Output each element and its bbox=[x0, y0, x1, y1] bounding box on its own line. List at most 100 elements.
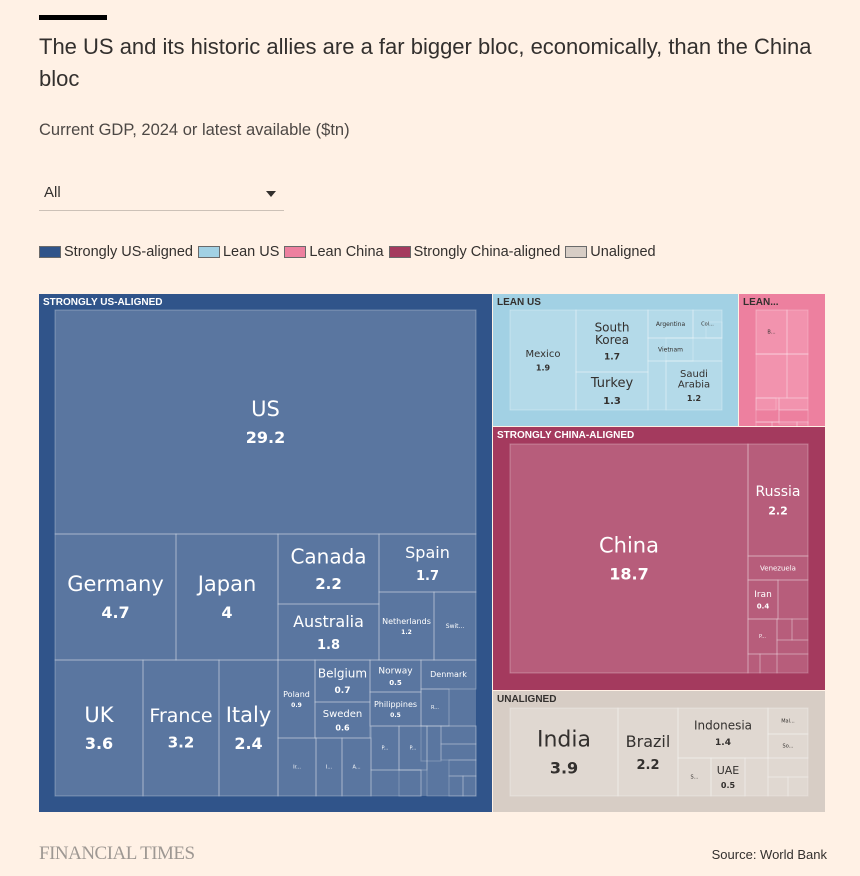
country-tile-mexico[interactable]: Mexico 1.9 bbox=[509, 309, 577, 411]
country-tile-italy[interactable]: Italy 2.4 bbox=[218, 659, 279, 797]
country-tile-p[interactable]: P... bbox=[747, 618, 778, 655]
country-tile-unlabelled[interactable] bbox=[786, 309, 809, 355]
country-tile-turkey[interactable]: Turkey 1.3 bbox=[575, 371, 649, 411]
country-name: Col... bbox=[701, 322, 714, 328]
country-name: Spain bbox=[405, 543, 450, 562]
country-tile-china[interactable]: China 18.7 bbox=[509, 443, 749, 674]
country-tile-unlabelled[interactable] bbox=[767, 757, 809, 778]
country-tile-unlabelled[interactable] bbox=[705, 321, 723, 339]
country-tile-unlabelled[interactable] bbox=[448, 759, 477, 777]
country-name: So... bbox=[783, 744, 794, 750]
country-tile-p[interactable]: P... bbox=[398, 725, 428, 771]
country-tile-philippines[interactable]: Philippines 0.5 bbox=[369, 691, 422, 727]
country-tile-unlabelled[interactable] bbox=[759, 653, 778, 674]
legend-label: Lean US bbox=[222, 244, 280, 260]
country-tile-unlabelled[interactable] bbox=[448, 775, 464, 797]
country-value: 2.4 bbox=[234, 734, 262, 753]
country-tile-netherlands[interactable]: Netherlands 1.2 bbox=[378, 591, 435, 661]
country-tile-norway[interactable]: Norway 0.5 bbox=[369, 659, 422, 693]
country-name: Belgium bbox=[318, 667, 367, 681]
country-value: 0.5 bbox=[390, 712, 401, 719]
country-rect bbox=[54, 659, 144, 797]
country-rect bbox=[755, 309, 788, 355]
country-rect bbox=[54, 533, 177, 661]
country-tile-unlabelled[interactable] bbox=[426, 725, 477, 797]
source-note: Source: World Bank bbox=[711, 847, 827, 862]
country-tile-iran[interactable]: Iran 0.4 bbox=[747, 579, 779, 620]
country-tile-unlabelled[interactable] bbox=[647, 360, 667, 411]
country-tile-belgium[interactable]: Belgium 0.7 bbox=[314, 659, 371, 703]
country-tile-unlabelled[interactable] bbox=[791, 618, 809, 641]
country-tile-unlabelled[interactable] bbox=[755, 397, 777, 411]
country-rect bbox=[218, 659, 279, 797]
country-tile-unlabelled[interactable] bbox=[462, 775, 477, 797]
country-tile-unlabelled[interactable] bbox=[370, 769, 422, 797]
chart-subtitle: Current GDP, 2024 or latest available ($… bbox=[39, 121, 350, 139]
country-tile-uk[interactable]: UK 3.6 bbox=[54, 659, 144, 797]
country-tile-unlabelled[interactable] bbox=[776, 618, 793, 641]
country-tile-australia[interactable]: Australia 1.8 bbox=[277, 603, 380, 661]
country-tile-unlabelled[interactable] bbox=[747, 653, 761, 674]
country-tile-unlabelled[interactable] bbox=[777, 579, 809, 620]
country-rect bbox=[509, 707, 619, 797]
country-tile-denmark[interactable]: Denmark bbox=[420, 659, 477, 690]
country-tile-swit[interactable]: Swit... bbox=[433, 591, 477, 661]
country-name: China bbox=[599, 534, 659, 558]
filter-dropdown[interactable]: All bbox=[39, 178, 284, 211]
country-tile-unlabelled[interactable] bbox=[440, 743, 477, 761]
country-name: Germany bbox=[67, 572, 164, 596]
country-tile-indonesia[interactable]: Indonesia 1.4 bbox=[677, 707, 769, 759]
country-tile-col[interactable]: Col... bbox=[692, 309, 723, 339]
country-tile-russia[interactable]: Russia 2.2 bbox=[747, 443, 809, 557]
country-tile-unlabelled[interactable] bbox=[744, 757, 769, 797]
country-tile-s[interactable]: S... bbox=[677, 757, 712, 797]
country-tile-argentina[interactable]: Argentina bbox=[647, 309, 694, 339]
country-tile-unlabelled[interactable] bbox=[755, 397, 780, 423]
country-tile-unlabelled[interactable] bbox=[420, 725, 442, 762]
country-tile-unlabelled[interactable] bbox=[776, 639, 809, 655]
country-tile-france[interactable]: France 3.2 bbox=[142, 659, 220, 797]
header-rule bbox=[39, 15, 107, 20]
country-tile-a[interactable]: A... bbox=[341, 737, 372, 797]
group-label: STRONGLY US-ALIGNED bbox=[43, 297, 162, 308]
country-tile-vietnam[interactable]: Vietnam bbox=[647, 337, 694, 362]
country-tile-uae[interactable]: UAE 0.5 bbox=[710, 757, 746, 797]
country-rect bbox=[420, 659, 477, 690]
country-tile-b[interactable]: B... bbox=[755, 309, 788, 355]
country-tile-unlabelled[interactable] bbox=[767, 776, 789, 797]
country-tile-spain[interactable]: Spain 1.7 bbox=[378, 533, 477, 593]
country-tile-japan[interactable]: Japan 4 bbox=[175, 533, 279, 661]
country-tile-mal[interactable]: Mal... bbox=[767, 707, 809, 735]
country-name: Ir... bbox=[293, 765, 301, 771]
country-tile-r[interactable]: R... bbox=[420, 688, 450, 727]
country-tile-so[interactable]: So... bbox=[767, 733, 809, 759]
country-tile-p[interactable]: P... bbox=[370, 725, 400, 771]
country-tile-unlabelled[interactable] bbox=[398, 769, 422, 797]
country-value: 18.7 bbox=[609, 565, 648, 584]
country-value: 1.9 bbox=[536, 363, 551, 372]
country-tile-unlabelled[interactable] bbox=[665, 337, 723, 362]
country-tile-unlabelled[interactable] bbox=[778, 409, 809, 425]
country-tile-poland[interactable]: Poland 0.9 bbox=[277, 659, 316, 739]
country-tile-unlabelled[interactable] bbox=[776, 653, 809, 674]
group-inner bbox=[510, 708, 808, 796]
country-tile-unlabelled[interactable] bbox=[786, 353, 809, 399]
country-tile-i[interactable]: I... bbox=[315, 737, 343, 797]
country-tile-unlabelled[interactable] bbox=[787, 776, 809, 797]
country-rect bbox=[378, 533, 477, 593]
country-tile-india[interactable]: India 3.9 bbox=[509, 707, 619, 797]
country-tile-unlabelled[interactable] bbox=[755, 353, 788, 399]
country-tile-us[interactable]: US 29.2 bbox=[54, 309, 477, 535]
group-strongly-us-aligned: STRONGLY US-ALIGNED US 29.2 Germany 4.7 Japan… bbox=[39, 294, 492, 812]
country-rect bbox=[54, 309, 477, 535]
country-tile-unlabelled[interactable] bbox=[440, 725, 477, 745]
country-tile-sweden[interactable]: Sweden 0.6 bbox=[314, 701, 371, 739]
country-tile-canada[interactable]: Canada 2.2 bbox=[277, 533, 380, 605]
country-tile-germany[interactable]: Germany 4.7 bbox=[54, 533, 177, 661]
country-tile-ir[interactable]: Ir... bbox=[277, 737, 317, 797]
country-tile-venezuela[interactable]: Venezuela bbox=[747, 555, 809, 581]
country-tile-unlabelled[interactable] bbox=[778, 397, 809, 411]
country-tile-brazil[interactable]: Brazil 2.2 bbox=[617, 707, 679, 797]
